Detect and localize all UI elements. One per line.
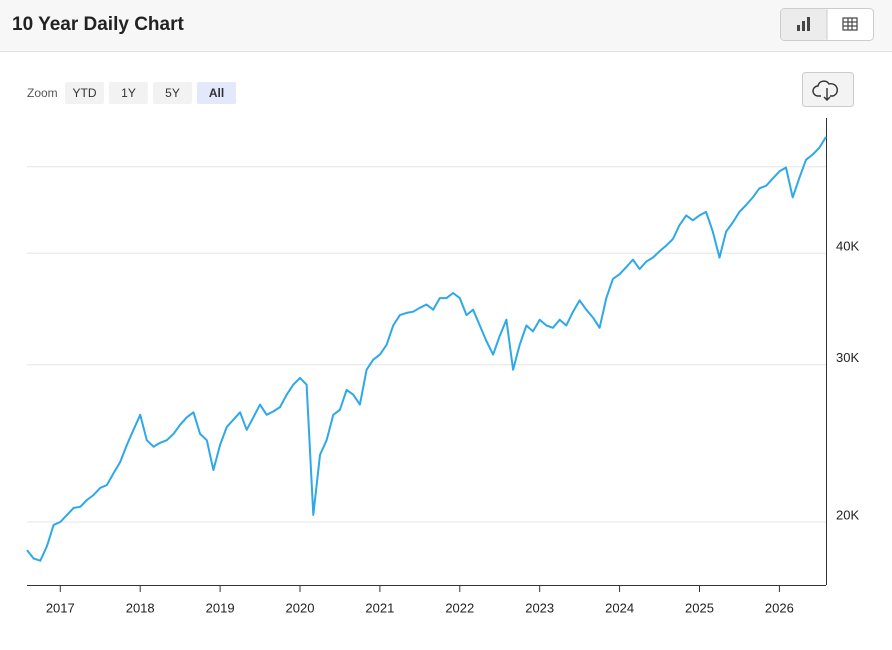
x-tick-label: 2025 bbox=[685, 600, 714, 615]
table-button[interactable] bbox=[842, 17, 858, 31]
y-tick-label: 20K bbox=[836, 507, 859, 522]
zoom-button-bg[interactable] bbox=[197, 82, 236, 104]
zoom-button-bg[interactable] bbox=[65, 82, 104, 104]
zoom-button-label[interactable]: YTD bbox=[73, 86, 97, 100]
y-tick-label: 40K bbox=[836, 239, 859, 254]
x-tick-label: 2022 bbox=[445, 600, 474, 615]
plot: 20K 30K 40K 2017 2018 2019 2020 2021 2022 2023 202… bbox=[26, 118, 859, 615]
download-frame[interactable] bbox=[802, 72, 854, 107]
zoom-button-label[interactable]: All bbox=[209, 86, 224, 100]
zoom-buttons: YTD 1Y 5Y All bbox=[65, 82, 236, 104]
zoom-label: Zoom bbox=[27, 86, 58, 100]
zoom-button-label[interactable]: 1Y bbox=[121, 86, 136, 100]
x-tick-label: 2020 bbox=[286, 600, 315, 615]
x-tick-label: 2017 bbox=[46, 600, 75, 615]
bar-icon bbox=[797, 17, 810, 31]
zoom-button[interactable]: 1Y bbox=[109, 82, 148, 104]
x-tick-label: 2019 bbox=[206, 600, 235, 615]
price-line bbox=[26, 136, 827, 562]
x-tick-label: 2023 bbox=[525, 600, 554, 615]
view-switch bbox=[780, 8, 874, 41]
zoom-button-label[interactable]: 5Y bbox=[165, 86, 180, 100]
x-tick-label: 2026 bbox=[765, 600, 794, 615]
zoom-button[interactable]: YTD bbox=[65, 82, 104, 104]
x-tick-label: 2018 bbox=[126, 600, 155, 615]
download-button[interactable] bbox=[802, 72, 854, 107]
header-bar bbox=[0, 0, 892, 51]
zoom-button-bg[interactable] bbox=[153, 82, 192, 104]
header-title: 10 Year Daily Chart bbox=[12, 14, 184, 35]
zoom-button-bg[interactable] bbox=[109, 82, 148, 104]
download-icon bbox=[812, 80, 839, 101]
x-tick-label: 2024 bbox=[605, 600, 634, 615]
x-tick-label: 2021 bbox=[365, 600, 394, 615]
y-tick-label: 30K bbox=[836, 350, 859, 365]
zoom-button[interactable]: 5Y bbox=[153, 82, 192, 104]
zoom-button[interactable]: All bbox=[197, 82, 236, 104]
